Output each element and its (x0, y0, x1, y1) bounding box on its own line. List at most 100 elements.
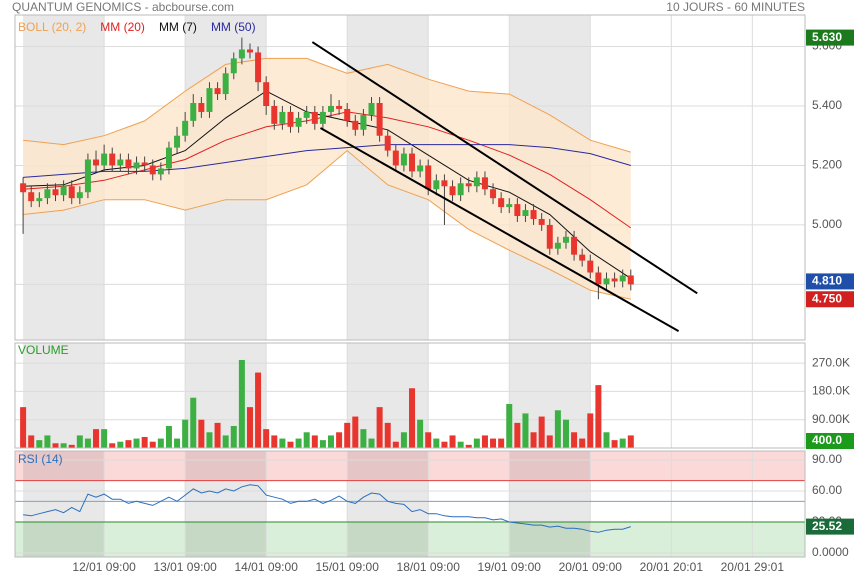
volume-bar (206, 432, 213, 448)
volume-bar (214, 422, 221, 448)
candle-body (522, 210, 529, 217)
volume-bar (295, 438, 302, 448)
chart-title: QUANTUM GENOMICS - abcbourse.com (12, 0, 234, 14)
day-band (185, 451, 267, 557)
volume-bar (441, 441, 448, 448)
candle-body (619, 275, 626, 282)
candle-body (352, 120, 359, 130)
volume-bar (433, 438, 440, 448)
volume-bar (506, 403, 513, 448)
value-box-label: 4.810 (812, 274, 842, 288)
candle-body (376, 103, 383, 136)
volume-bar (611, 440, 618, 448)
volume-bar (490, 438, 497, 448)
candle-body (490, 189, 497, 199)
candle-body (68, 186, 75, 199)
x-tick-label: 13/01 09:00 (153, 560, 217, 574)
volume-bar (109, 443, 116, 448)
candle-body (319, 111, 326, 124)
value-box (806, 291, 854, 308)
value-box-label: 4.750 (812, 291, 842, 305)
volume-bar (587, 413, 594, 448)
candle-body (303, 111, 310, 118)
moving-average (23, 144, 631, 178)
volume-bar (133, 438, 140, 448)
y-tick-label: 270.0K (812, 355, 850, 369)
y-tick-label: 180.0K (812, 384, 850, 398)
candle-body (28, 192, 35, 202)
candle-body (44, 189, 51, 199)
candle-body (627, 275, 634, 285)
volume-bar (368, 438, 375, 448)
volume-bar (263, 429, 270, 448)
volume-bar (328, 435, 334, 448)
legend-entry: BOLL (20, 2) (18, 20, 86, 34)
candle-body (295, 117, 302, 127)
y-tick-label: 5.000 (812, 217, 842, 231)
candle-body (360, 114, 367, 130)
candle-body (514, 204, 521, 217)
volume-bar (230, 425, 237, 448)
value-box-label: 25.52 (812, 519, 842, 533)
candle-body (603, 278, 610, 285)
volume-bar (149, 441, 156, 448)
candle-body (417, 165, 424, 172)
candle-body (595, 272, 602, 285)
volume-bar (603, 432, 610, 448)
day-band (185, 343, 267, 448)
candle-body (538, 218, 545, 225)
candle-body (441, 180, 448, 187)
candle-body (392, 150, 399, 166)
volume-bar (344, 422, 351, 448)
candle-body (206, 88, 213, 112)
volume-bar (182, 419, 189, 448)
volume-bar (101, 429, 108, 448)
volume-bar (44, 435, 51, 448)
volume-bar (60, 443, 67, 448)
volume-bar (68, 444, 75, 448)
trend-line (311, 41, 698, 295)
y-tick-label: 60.00 (812, 483, 842, 497)
candle-body (328, 105, 334, 112)
y-tick-label: 90.00K (812, 412, 850, 426)
value-box (806, 518, 854, 535)
candle-body (52, 189, 59, 196)
volume-bar (522, 413, 529, 448)
volume-bar (157, 438, 164, 448)
volume-bar (93, 429, 100, 448)
volume-bar (579, 438, 586, 448)
candle-body (36, 198, 43, 202)
y-tick-label: 90.00 (812, 452, 842, 466)
volume-bar (473, 438, 480, 448)
volume-bar (546, 435, 553, 448)
candle-body (481, 177, 488, 190)
volume-bar (52, 443, 59, 448)
volume-bar (28, 435, 35, 448)
volume-bar (498, 438, 505, 448)
candle-body (246, 49, 253, 53)
candle-body (368, 103, 375, 115)
volume-bar (238, 359, 245, 448)
panel-label: RSI (14) (18, 452, 63, 466)
bollinger-upper (23, 57, 631, 153)
panel-border (14, 342, 806, 449)
candle-body (141, 162, 148, 166)
legend-entry: MM (7) (159, 20, 197, 34)
candle-body (263, 82, 270, 106)
candle-body (530, 210, 537, 219)
volume-bar (409, 388, 416, 448)
candle-body (174, 135, 181, 148)
y-tick-label: 5.200 (812, 158, 842, 172)
value-box-label: 5.630 (812, 30, 842, 44)
candle-body (165, 147, 172, 169)
candle-body (149, 165, 156, 175)
volume-bar (481, 435, 488, 448)
candle-body (20, 183, 27, 193)
volume-bar (303, 432, 310, 448)
volume-bar (141, 436, 148, 448)
x-tick-label: 20/01 20:01 (640, 560, 704, 574)
day-band (347, 451, 429, 557)
candle-body (409, 153, 416, 172)
volume-bar (125, 440, 132, 448)
volume-bar (20, 407, 27, 448)
